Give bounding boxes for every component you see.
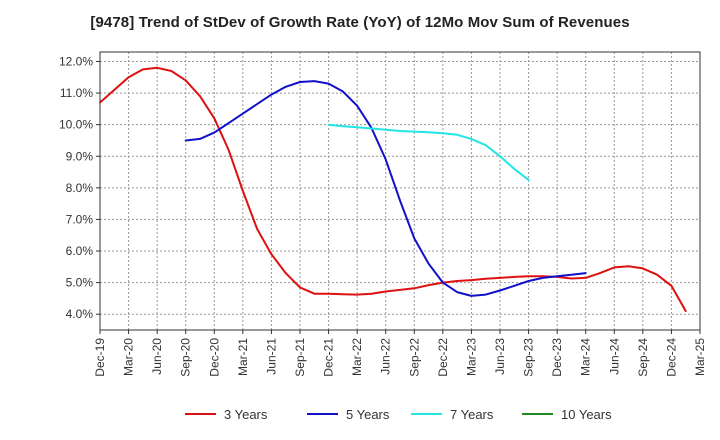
x-tick-label: Dec-22: [436, 338, 450, 377]
x-tick-label: Jun-21: [264, 338, 278, 375]
y-tick-label: 9.0%: [66, 149, 94, 163]
series-line-7-years: [327, 123, 530, 181]
y-tick-label: 5.0%: [66, 276, 94, 290]
x-tick-label: Mar-22: [350, 338, 364, 376]
x-tick-label: Sep-24: [636, 338, 650, 377]
y-tick-label: 11.0%: [60, 86, 93, 100]
x-tick-label: Dec-20: [207, 338, 221, 377]
x-tick-label: Dec-24: [664, 338, 678, 377]
x-tick-label: Jun-23: [493, 338, 507, 375]
series-line-5-years: [184, 80, 587, 297]
plot-frame: [99, 51, 701, 331]
legend-label-5-years: 5 Years: [346, 407, 390, 422]
chart-title: [9478] Trend of StDev of Growth Rate (Yo…: [90, 14, 630, 31]
x-tick-label: Mar-25: [693, 338, 707, 376]
x-tick-label: Sep-20: [179, 338, 193, 377]
x-tick-label: Jun-22: [379, 338, 393, 375]
y-tick-label: 6.0%: [66, 244, 94, 258]
legend-label-3-years: 3 Years: [224, 407, 268, 422]
x-tick-label: Jun-24: [607, 338, 621, 375]
y-tick-label: 8.0%: [66, 181, 94, 195]
x-tick-label: Dec-23: [550, 338, 564, 377]
series-line-3-years: [99, 66, 687, 312]
y-tick-label: 7.0%: [66, 212, 94, 226]
legend-label-7-years: 7 Years: [450, 407, 494, 422]
y-tick-label: 12.0%: [59, 54, 93, 68]
x-tick-label: Jun-20: [150, 338, 164, 375]
x-tick-label: Dec-19: [93, 338, 107, 377]
legend-label-10-years: 10 Years: [561, 407, 612, 422]
x-tick-label: Dec-21: [322, 338, 336, 377]
x-tick-label: Mar-23: [464, 338, 478, 376]
x-tick-label: Sep-22: [407, 338, 421, 377]
y-tick-label: 4.0%: [66, 307, 94, 321]
x-tick-label: Sep-21: [293, 338, 307, 377]
x-tick-label: Mar-24: [579, 338, 593, 376]
x-tick-label: Mar-21: [236, 338, 250, 376]
x-tick-label: Mar-20: [122, 338, 136, 376]
x-tick-label: Sep-23: [522, 338, 536, 377]
y-tick-label: 10.0%: [59, 118, 93, 132]
